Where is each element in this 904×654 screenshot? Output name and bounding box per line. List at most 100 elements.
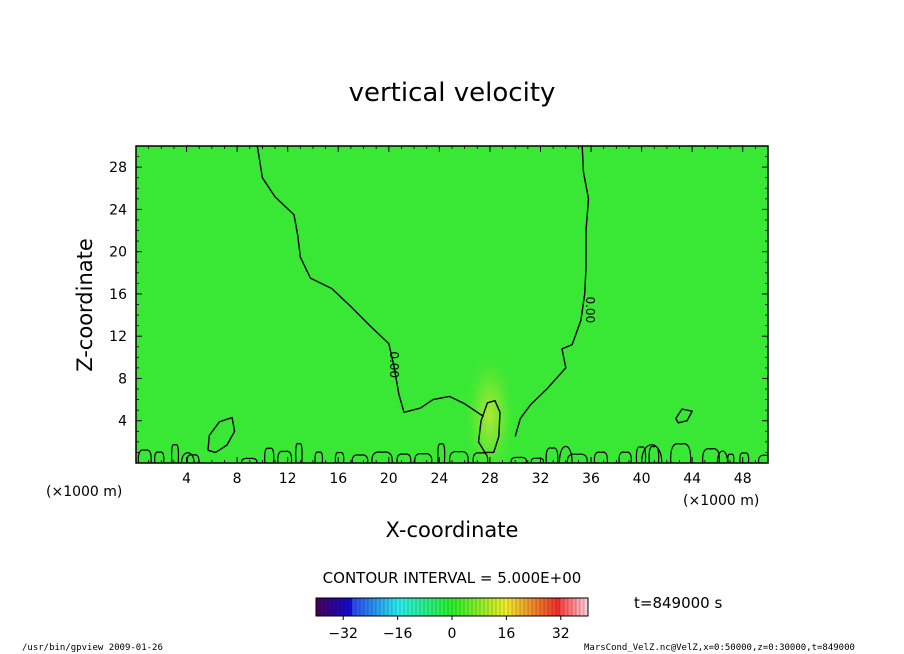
surface-contour-23 bbox=[635, 446, 647, 463]
colorbar-cell bbox=[544, 598, 549, 616]
colorbar-cell bbox=[532, 598, 537, 616]
footer-source: MarsCond_VelZ.nc@VelZ,x=0:50000,z=0:3000… bbox=[584, 643, 855, 653]
x-tick-label-20: 20 bbox=[380, 471, 398, 487]
colorbar-ticks: −32 −16 0 16 32 bbox=[328, 616, 570, 642]
surface-contour-29 bbox=[757, 454, 768, 463]
surface-contour-14 bbox=[437, 443, 446, 463]
colorbar-cell bbox=[408, 598, 413, 616]
surface-contour-18 bbox=[530, 457, 545, 463]
surface-contour-9 bbox=[334, 451, 345, 463]
x-tick-label-12: 12 bbox=[279, 471, 297, 487]
colorbar-cell bbox=[460, 598, 465, 616]
colorbar-cell bbox=[476, 598, 481, 616]
surface-contour-2 bbox=[171, 443, 180, 463]
colorbar-cell bbox=[488, 598, 493, 616]
colorbar-cell bbox=[432, 598, 437, 616]
contour-lines bbox=[207, 146, 693, 454]
y-tick-label-12: 12 bbox=[109, 329, 127, 345]
x-tick-label-48: 48 bbox=[734, 471, 752, 487]
surface-bump-3 bbox=[180, 452, 195, 463]
colorbar-cell bbox=[464, 598, 469, 616]
colorbar-cell bbox=[524, 598, 529, 616]
y-tick-label-16: 16 bbox=[109, 287, 127, 303]
surface-contour-1 bbox=[154, 451, 165, 463]
surface-contour-21 bbox=[593, 451, 608, 463]
colorbar-cell bbox=[572, 598, 577, 616]
x-axis: 4 8 12 16 20 24 28 32 36 40 44 48 bbox=[148, 146, 756, 487]
colorbar-cell bbox=[452, 598, 457, 616]
surface-bump-2 bbox=[716, 450, 729, 463]
colorbar-cell bbox=[540, 598, 545, 616]
x-tick-label-28: 28 bbox=[481, 471, 499, 487]
colorbar-cell bbox=[348, 598, 353, 616]
surface-contour-20 bbox=[566, 453, 588, 463]
colorbar-cell bbox=[416, 598, 421, 616]
contour-interval: CONTOUR INTERVAL = 5.000E+00 bbox=[323, 569, 582, 587]
warm-anomaly bbox=[462, 346, 518, 463]
colorbar-cell bbox=[332, 598, 337, 616]
colorbar-cell bbox=[364, 598, 369, 616]
surface-contour-0 bbox=[137, 449, 152, 463]
surface-contour-7 bbox=[295, 442, 303, 463]
colorbar-cell bbox=[336, 598, 341, 616]
colorbar-tick-label-0: 0 bbox=[448, 626, 457, 642]
colorbar-cell bbox=[448, 598, 453, 616]
chart-title: vertical velocity bbox=[349, 78, 556, 108]
surface-contour-11 bbox=[371, 451, 393, 463]
colorbar-cell bbox=[568, 598, 573, 616]
colorbar-cell bbox=[504, 598, 509, 616]
colorbar-cell bbox=[328, 598, 333, 616]
colorbar-cell bbox=[368, 598, 373, 616]
colorbar-cell bbox=[496, 598, 501, 616]
colorbar-cell bbox=[580, 598, 585, 616]
footer-program: /usr/bin/gpview 2009-01-26 bbox=[22, 643, 163, 653]
x-tick-label-32: 32 bbox=[532, 471, 550, 487]
colorbar-cell bbox=[404, 598, 409, 616]
colorbar-cell bbox=[468, 598, 473, 616]
surface-contour-19 bbox=[545, 447, 559, 463]
colorbar-cell bbox=[428, 598, 433, 616]
y-axis-label: Z-coordinate bbox=[73, 238, 97, 372]
colorbar-cell bbox=[356, 598, 361, 616]
colorbar-cell bbox=[380, 598, 385, 616]
colorbar-cell bbox=[584, 598, 589, 616]
x-tick-label-16: 16 bbox=[329, 471, 347, 487]
surface-bump-0 bbox=[558, 445, 573, 463]
contour-labels: 0.00 0.00 bbox=[387, 296, 597, 378]
colorbar-cell bbox=[424, 598, 429, 616]
surface-contour-15 bbox=[448, 450, 469, 463]
colorbar-cell bbox=[508, 598, 513, 616]
surface-contour-4 bbox=[240, 457, 258, 463]
colorbar-tick-label--16: −16 bbox=[383, 626, 413, 642]
surface-contour-24 bbox=[648, 445, 660, 463]
colorbar-cell bbox=[320, 598, 325, 616]
surface-contour-28 bbox=[739, 452, 750, 463]
colorbar-cell bbox=[492, 598, 497, 616]
y-tick-label-8: 8 bbox=[118, 371, 127, 387]
contour-zero-0 bbox=[256, 146, 484, 418]
colorbar-cell bbox=[456, 598, 461, 616]
colorbar-cell bbox=[340, 598, 345, 616]
colorbar-cell bbox=[528, 598, 533, 616]
colorbar-cell bbox=[552, 598, 557, 616]
y-axis: 4 8 12 16 20 24 28 bbox=[109, 156, 768, 453]
colorbar-cell bbox=[576, 598, 581, 616]
colorbar-cell bbox=[512, 598, 517, 616]
colorbar-cell bbox=[376, 598, 381, 616]
surface-contour-22 bbox=[618, 451, 632, 463]
colorbar-cell bbox=[500, 598, 505, 616]
colorbar-cell bbox=[324, 598, 329, 616]
x-unit-label-right: (×1000 m) bbox=[683, 493, 759, 509]
colorbar-cell bbox=[360, 598, 365, 616]
x-axis-label: X-coordinate bbox=[386, 518, 519, 542]
contour-label-0: 0.00 bbox=[387, 351, 401, 378]
colorbar-cell bbox=[352, 598, 357, 616]
colorbar-cell bbox=[392, 598, 397, 616]
colorbar-cell bbox=[520, 598, 525, 616]
surface-bump-1 bbox=[641, 444, 663, 463]
surface-contour-12 bbox=[396, 453, 412, 463]
contour-label-1: 0.00 bbox=[583, 296, 597, 323]
surface-contour-13 bbox=[414, 453, 433, 463]
colorbar-cell bbox=[480, 598, 485, 616]
colorbar-cell bbox=[536, 598, 541, 616]
